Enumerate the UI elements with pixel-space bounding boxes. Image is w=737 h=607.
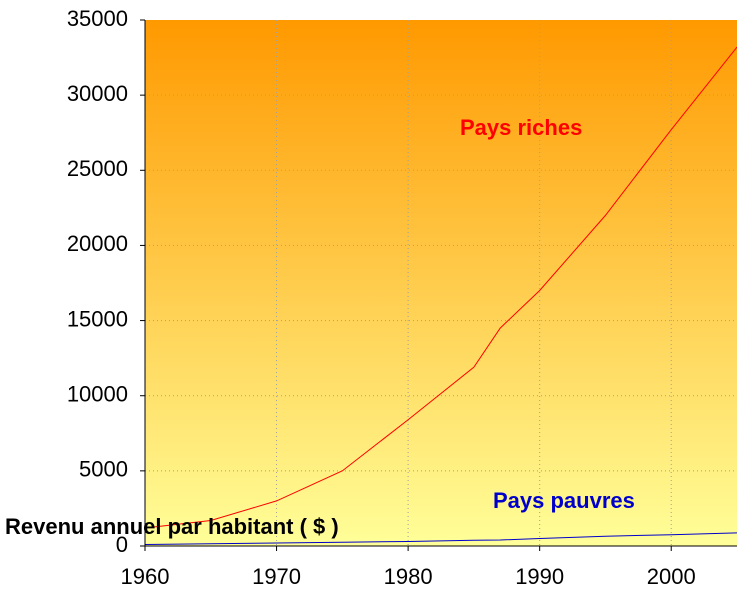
- y-tick-label: 5000: [79, 457, 128, 482]
- plot-area: [145, 20, 737, 546]
- series-label: Pays pauvres: [493, 488, 635, 513]
- x-tick-label: 1990: [515, 564, 564, 589]
- x-tick-label: 2000: [647, 564, 696, 589]
- y-tick-label: 10000: [67, 382, 128, 407]
- x-tick-label: 1980: [384, 564, 433, 589]
- series-line: [144, 532, 737, 545]
- y-tick-label: 0: [116, 532, 128, 557]
- y-tick-label: 20000: [67, 231, 128, 256]
- x-tick-label: 1970: [252, 564, 301, 589]
- y-tick-label: 35000: [67, 6, 128, 31]
- y-axis-title: Revenu annuel par habitant ( $ ): [5, 514, 339, 539]
- y-tick-label: 25000: [67, 156, 128, 181]
- x-tick-label: 1960: [121, 564, 170, 589]
- series-line: [144, 46, 737, 529]
- series-label: Pays riches: [460, 115, 582, 140]
- y-tick-label: 30000: [67, 81, 128, 106]
- y-tick-label: 15000: [67, 306, 128, 331]
